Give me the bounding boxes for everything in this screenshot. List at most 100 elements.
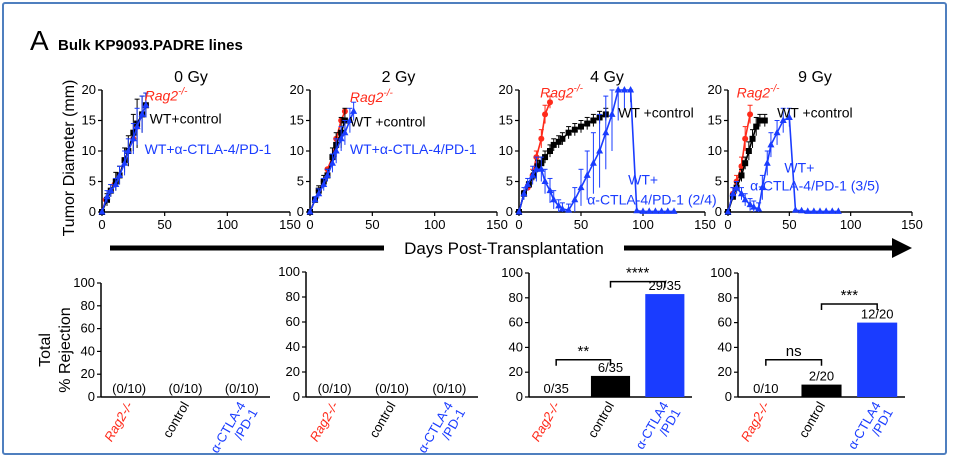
- data-point: [103, 192, 111, 200]
- data-point: [664, 207, 672, 214]
- significance-label: **: [577, 343, 589, 360]
- y-tick-label: 40: [718, 339, 732, 354]
- series-annotation: WT+: [628, 172, 658, 188]
- category-label: control: [585, 399, 618, 440]
- data-point: [529, 171, 537, 178]
- significance-label: ****: [626, 265, 650, 282]
- growth-chart-4: 9 Gy 0 50 100 150 0 5 10 15 20 Rag2-/- WT +control W…: [708, 69, 923, 232]
- category-label: Rag2-/-: [101, 398, 136, 444]
- significance-bracket: [765, 359, 823, 366]
- data-point: [537, 165, 545, 172]
- data-point: [767, 140, 775, 148]
- bar: [857, 322, 898, 397]
- series-3: [306, 101, 358, 215]
- category-label: Rag2-/-: [307, 398, 342, 444]
- x-tick-label: 150: [486, 217, 508, 232]
- y-tick-label: 60: [509, 315, 523, 330]
- x-tick-label: 0: [724, 217, 731, 232]
- data-point: [541, 177, 549, 184]
- series-3: [515, 86, 678, 215]
- data-point: [542, 111, 549, 118]
- significance-bracket: [609, 280, 666, 288]
- series-annotation: α-CTLA-4/PD-1 (3/5): [750, 178, 879, 194]
- data-point: [738, 172, 745, 179]
- y-tick-label: 10: [499, 143, 513, 158]
- bar-value-label: 12/20: [861, 307, 894, 322]
- data-point: [602, 128, 610, 136]
- data-point: [627, 86, 635, 93]
- x-tick-label: 150: [694, 217, 716, 232]
- data-point: [558, 204, 566, 212]
- chart-title: 4 Gy: [590, 69, 624, 86]
- data-point: [559, 135, 566, 142]
- data-point: [737, 189, 745, 197]
- category-label: control: [366, 399, 399, 440]
- y-tick-label: 0: [506, 204, 513, 219]
- data-point: [816, 207, 824, 214]
- significance-label: ***: [841, 287, 859, 304]
- data-point: [112, 180, 120, 188]
- rejection-chart-2: 0 20 40 60 80 100 (0/10) Rag2-/- (0/10) control (0…: [278, 264, 478, 456]
- growth-chart-2: 2 Gy 0 50 100 150 0 5 10 15 20 Rag2-/- WT +control W…: [290, 69, 508, 232]
- bar-value-label: (0/10): [375, 381, 409, 396]
- x-axis-label-days: Days Post-Transplantation: [404, 239, 604, 258]
- data-point: [306, 208, 314, 215]
- x-tick-label: 100: [424, 217, 446, 232]
- y-tick-label: 5: [715, 174, 722, 189]
- y-tick-label: 80: [286, 289, 300, 304]
- significance-bracket: [555, 359, 612, 366]
- data-point: [729, 189, 737, 197]
- bar-value-label: (0/10): [225, 381, 259, 396]
- y-tick-label: 15: [499, 113, 513, 128]
- data-point: [742, 160, 749, 167]
- data-point: [142, 101, 150, 108]
- data-point: [747, 111, 754, 118]
- y-tick-label: 15: [290, 113, 304, 128]
- growth-chart-3: 4 Gy 0 50 100 150 0 5 10 15 20 Rag2-/- WT +control W…: [499, 69, 717, 232]
- data-point: [633, 206, 641, 214]
- data-point: [328, 159, 336, 166]
- series-annotation: WT+α-CTLA-4/PD-1: [350, 141, 477, 157]
- x-axis-label-bg: [384, 236, 624, 260]
- series-annotation: Rag2-/-: [350, 88, 394, 105]
- y-tick-label: 5: [297, 174, 304, 189]
- data-point: [583, 171, 591, 178]
- data-point: [828, 207, 836, 214]
- data-point: [773, 128, 781, 136]
- y-tick-label: 40: [509, 339, 523, 354]
- data-point: [341, 128, 349, 136]
- series-annotation: α-CTLA-4/PD-1 (2/4): [587, 192, 716, 208]
- bar-value-label: 0/10: [753, 381, 778, 396]
- y-tick-label: 20: [499, 82, 513, 97]
- x-tick-label: 0: [306, 217, 313, 232]
- y-tick-label: 0: [88, 389, 95, 404]
- series-line: [727, 116, 839, 213]
- data-point: [121, 159, 129, 166]
- data-point: [639, 207, 647, 214]
- y-tick-label: 20: [718, 364, 732, 379]
- data-point: [822, 207, 830, 214]
- series-annotation: Rag2-/-: [737, 83, 781, 100]
- data-point: [753, 123, 760, 130]
- data-point: [524, 180, 532, 188]
- data-point: [98, 208, 106, 215]
- data-point: [565, 206, 573, 213]
- data-point: [320, 180, 328, 188]
- panel-title: Bulk KP9093.PADRE lines: [58, 37, 243, 54]
- data-point: [834, 207, 842, 214]
- data-point: [779, 116, 787, 123]
- x-tick-label: 100: [216, 217, 238, 232]
- data-point: [645, 207, 653, 214]
- data-point: [749, 135, 756, 142]
- data-point: [670, 207, 678, 214]
- data-point: [577, 183, 585, 191]
- data-point: [741, 195, 749, 203]
- data-point: [584, 120, 591, 127]
- category-label: Rag2-/-: [738, 398, 773, 444]
- data-point: [733, 183, 741, 191]
- significance-bracket: [820, 303, 878, 310]
- bar-value-label: 6/35: [598, 360, 623, 375]
